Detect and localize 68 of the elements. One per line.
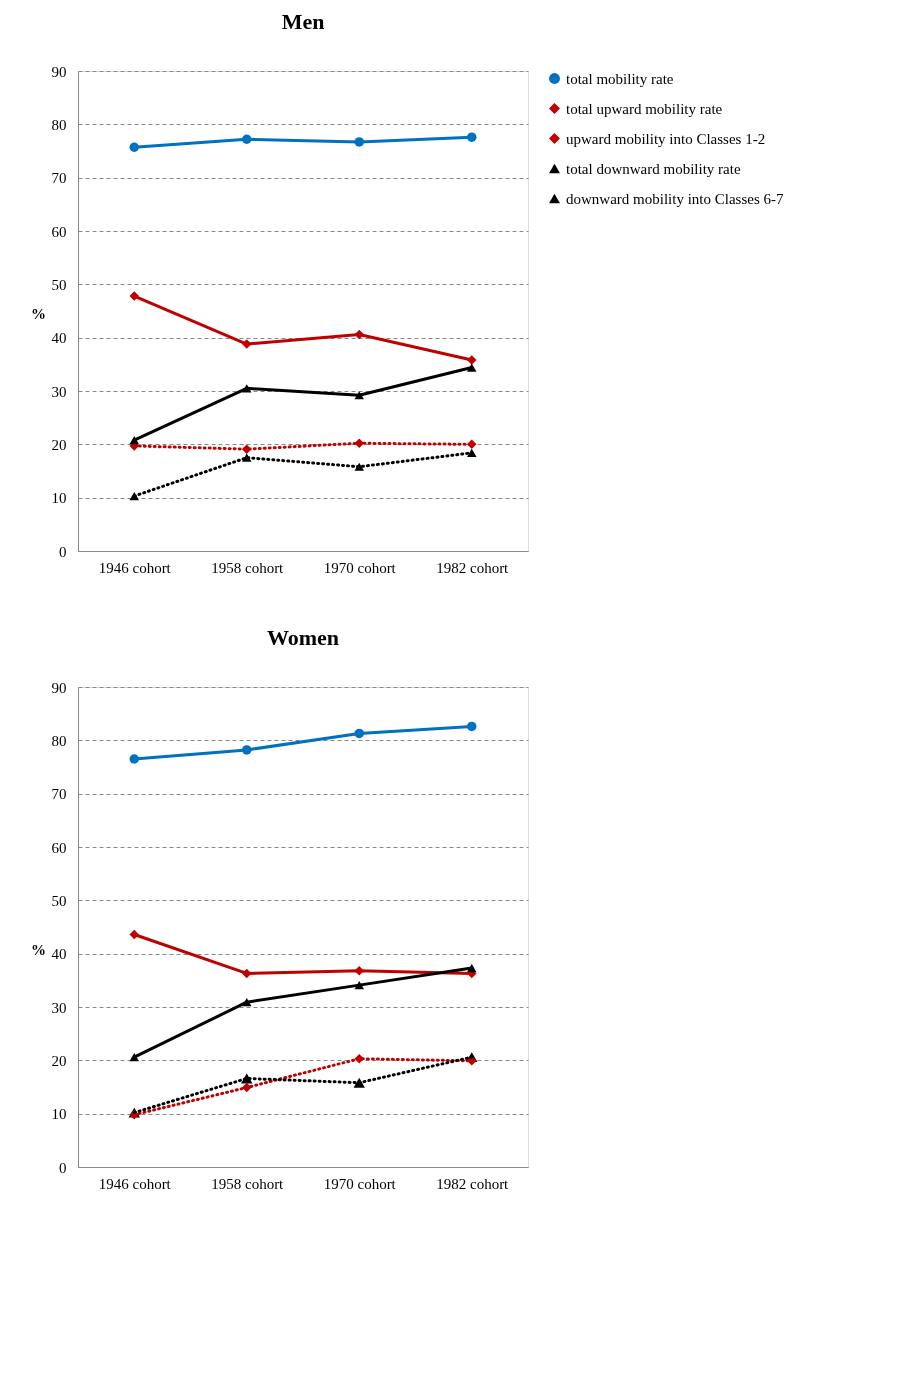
y-tick-label: 0 xyxy=(59,543,67,560)
y-tick-label: 10 xyxy=(51,1106,67,1123)
point xyxy=(242,968,252,979)
chart-title: Men xyxy=(281,9,325,34)
legend-label: total upward mobility rate xyxy=(566,100,723,117)
x-tick-label: 1982 cohort xyxy=(436,559,510,576)
point xyxy=(354,981,364,990)
point xyxy=(242,1082,252,1093)
x-tick-label: 1970 cohort xyxy=(323,559,397,576)
point xyxy=(467,363,477,372)
y-axis-title: % xyxy=(31,941,46,958)
point xyxy=(354,137,364,147)
point xyxy=(354,391,364,400)
y-tick-label: 10 xyxy=(51,490,67,507)
y-tick-label: 30 xyxy=(51,999,67,1016)
y-tick-label: 0 xyxy=(59,1159,67,1176)
x-tick-label: 1970 cohort xyxy=(323,1175,397,1192)
point xyxy=(242,134,252,144)
point xyxy=(354,329,364,340)
point xyxy=(354,965,364,976)
point xyxy=(242,745,252,755)
y-tick-label: 60 xyxy=(51,839,67,856)
point xyxy=(242,339,252,349)
y-tick-label: 30 xyxy=(51,383,67,400)
y-tick-label: 40 xyxy=(51,330,67,347)
y-tick-label: 40 xyxy=(51,946,67,963)
point xyxy=(467,448,477,457)
y-tick-label: 80 xyxy=(51,732,67,749)
point xyxy=(242,998,252,1007)
y-tick-label: 20 xyxy=(51,436,67,453)
point xyxy=(129,1053,139,1062)
y-tick-label: 70 xyxy=(51,170,67,187)
legend-label: total downward mobility rate xyxy=(566,160,741,177)
point xyxy=(129,929,139,940)
point xyxy=(129,291,139,301)
y-axis-title: % xyxy=(31,305,46,322)
point xyxy=(354,1053,364,1064)
y-tick-label: 70 xyxy=(51,786,67,803)
x-tick-label: 1946 cohort xyxy=(98,1175,172,1192)
x-tick-label: 1946 cohort xyxy=(98,559,172,576)
point xyxy=(467,963,477,973)
point xyxy=(129,491,139,501)
y-tick-label: 90 xyxy=(51,63,67,80)
x-tick-label: 1958 cohort xyxy=(211,1175,285,1192)
point xyxy=(354,462,364,471)
y-tick-label: 20 xyxy=(51,1052,67,1069)
point xyxy=(129,754,139,764)
legend-label: total mobility rate xyxy=(566,70,674,87)
x-tick-label: 1982 cohort xyxy=(436,1175,510,1192)
y-tick-label: 50 xyxy=(51,276,67,293)
point xyxy=(354,728,364,739)
point xyxy=(467,355,477,365)
point xyxy=(467,721,477,732)
point xyxy=(467,132,477,142)
y-tick-label: 80 xyxy=(51,116,67,133)
point xyxy=(354,438,364,449)
point xyxy=(129,435,139,445)
legend-label: downward mobility into Classes 6-7 xyxy=(566,190,784,207)
legend-label: upward mobility into Classes 1-2 xyxy=(566,130,766,147)
point xyxy=(467,439,477,450)
y-tick-label: 60 xyxy=(51,223,67,240)
point xyxy=(242,444,252,454)
y-tick-label: 90 xyxy=(51,679,67,696)
chart-title: Women xyxy=(266,625,340,650)
x-tick-label: 1958 cohort xyxy=(211,559,285,576)
point xyxy=(242,453,252,462)
point xyxy=(129,142,139,152)
y-tick-label: 50 xyxy=(51,892,67,909)
